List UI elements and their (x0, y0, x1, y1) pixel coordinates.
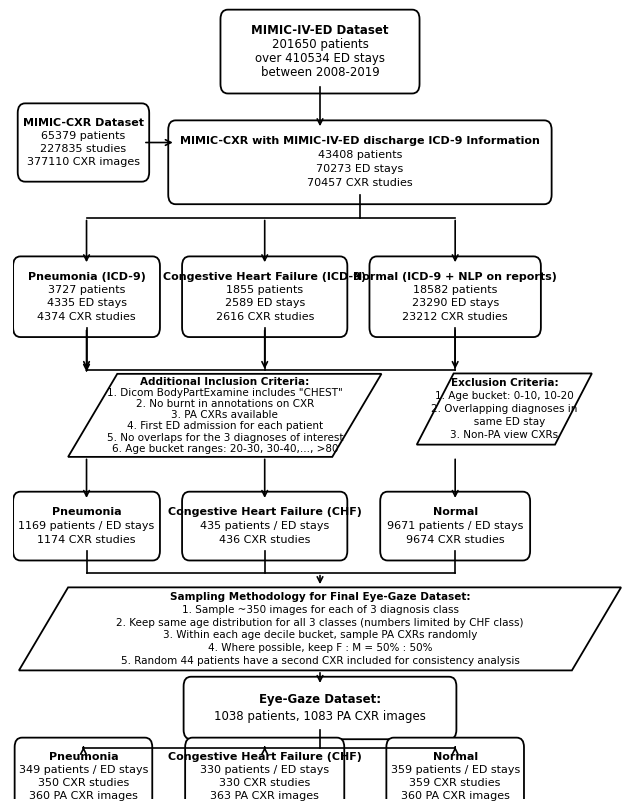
Text: MIMIC-CXR with MIMIC-IV-ED discharge ICD-9 Information: MIMIC-CXR with MIMIC-IV-ED discharge ICD… (180, 136, 540, 146)
Text: 360 PA CXR images: 360 PA CXR images (29, 791, 138, 801)
Text: 359 patients / ED stays: 359 patients / ED stays (390, 765, 520, 776)
Text: 70457 CXR studies: 70457 CXR studies (307, 178, 413, 189)
Text: 359 CXR studies: 359 CXR studies (410, 778, 501, 788)
Polygon shape (68, 374, 381, 457)
Text: Normal (ICD-9 + NLP on reports): Normal (ICD-9 + NLP on reports) (353, 272, 557, 282)
Text: Congestive Heart Failure (ICD-9): Congestive Heart Failure (ICD-9) (163, 272, 366, 282)
Text: Pneumonia (ICD-9): Pneumonia (ICD-9) (28, 272, 145, 282)
FancyBboxPatch shape (15, 738, 152, 807)
Text: Congestive Heart Failure (CHF): Congestive Heart Failure (CHF) (168, 508, 362, 517)
Text: 9671 patients / ED stays: 9671 patients / ED stays (387, 521, 524, 531)
FancyBboxPatch shape (13, 491, 160, 561)
Text: 2589 ED stays: 2589 ED stays (225, 299, 305, 308)
Text: 435 patients / ED stays: 435 patients / ED stays (200, 521, 330, 531)
Text: 1855 patients: 1855 patients (226, 285, 303, 295)
Text: between 2008-2019: between 2008-2019 (260, 66, 380, 79)
Text: Pneumonia: Pneumonia (49, 752, 118, 763)
Text: 9674 CXR studies: 9674 CXR studies (406, 535, 504, 545)
Text: 436 CXR studies: 436 CXR studies (219, 535, 310, 545)
Text: 4335 ED stays: 4335 ED stays (47, 299, 127, 308)
Text: 4. First ED admission for each patient: 4. First ED admission for each patient (127, 421, 323, 432)
Text: 5. No overlaps for the 3 diagnoses of interest: 5. No overlaps for the 3 diagnoses of in… (106, 433, 343, 442)
Text: 1. Sample ~350 images for each of 3 diagnosis class: 1. Sample ~350 images for each of 3 diag… (182, 604, 458, 615)
FancyBboxPatch shape (380, 491, 530, 561)
Text: 2. Keep same age distribution for all 3 classes (numbers limited by CHF class): 2. Keep same age distribution for all 3 … (116, 617, 524, 628)
Text: 360 PA CXR images: 360 PA CXR images (401, 791, 509, 801)
Text: 2616 CXR studies: 2616 CXR studies (216, 312, 314, 322)
Text: over 410534 ED stays: over 410534 ED stays (255, 52, 385, 65)
Text: 4374 CXR studies: 4374 CXR studies (37, 312, 136, 322)
FancyBboxPatch shape (168, 120, 552, 204)
Text: Eye-Gaze Dataset:: Eye-Gaze Dataset: (259, 693, 381, 706)
Text: 3. Within each age decile bucket, sample PA CXRs randomly: 3. Within each age decile bucket, sample… (163, 630, 477, 640)
Text: 349 patients / ED stays: 349 patients / ED stays (19, 765, 148, 776)
Text: 363 PA CXR images: 363 PA CXR images (211, 791, 319, 801)
Text: 2. Overlapping diagnoses in: 2. Overlapping diagnoses in (431, 404, 577, 414)
Text: 43408 patients: 43408 patients (317, 150, 402, 161)
Text: MIMIC-IV-ED Dataset: MIMIC-IV-ED Dataset (252, 24, 388, 37)
FancyBboxPatch shape (185, 738, 344, 807)
Text: Normal: Normal (433, 752, 477, 763)
Text: 1. Age bucket: 0-10, 10-20: 1. Age bucket: 0-10, 10-20 (435, 391, 573, 401)
FancyBboxPatch shape (18, 103, 149, 182)
Text: 201650 patients: 201650 patients (271, 38, 369, 51)
Text: Additional Inclusion Criteria:: Additional Inclusion Criteria: (140, 377, 309, 387)
Text: 70273 ED stays: 70273 ED stays (316, 165, 404, 174)
Text: 227835 studies: 227835 studies (40, 144, 127, 154)
Text: 23212 CXR studies: 23212 CXR studies (403, 312, 508, 322)
Text: Sampling Methodology for Final Eye-Gaze Dataset:: Sampling Methodology for Final Eye-Gaze … (170, 592, 470, 602)
Text: 5. Random 44 patients have a second CXR included for consistency analysis: 5. Random 44 patients have a second CXR … (120, 656, 520, 666)
Text: 1169 patients / ED stays: 1169 patients / ED stays (19, 521, 155, 531)
Text: 6. Age bucket ranges: 20-30, 30-40,..., >80: 6. Age bucket ranges: 20-30, 30-40,..., … (111, 444, 338, 454)
Text: 1174 CXR studies: 1174 CXR studies (37, 535, 136, 545)
Text: Normal: Normal (433, 508, 477, 517)
Text: 377110 CXR images: 377110 CXR images (27, 157, 140, 167)
Polygon shape (19, 587, 621, 671)
Text: 1. Dicom BodyPartExamine includes "CHEST": 1. Dicom BodyPartExamine includes "CHEST… (107, 388, 342, 398)
FancyBboxPatch shape (220, 10, 420, 94)
Text: 3727 patients: 3727 patients (48, 285, 125, 295)
Text: 2. No burnt in annotations on CXR: 2. No burnt in annotations on CXR (136, 399, 314, 409)
FancyBboxPatch shape (13, 257, 160, 337)
Text: 330 CXR studies: 330 CXR studies (219, 778, 310, 788)
Text: Pneumonia: Pneumonia (52, 508, 122, 517)
Text: same ED stay: same ED stay (464, 417, 545, 427)
Text: MIMIC-CXR Dataset: MIMIC-CXR Dataset (23, 118, 144, 128)
FancyBboxPatch shape (182, 257, 348, 337)
Text: 1038 patients, 1083 PA CXR images: 1038 patients, 1083 PA CXR images (214, 710, 426, 723)
Text: 4. Where possible, keep F : M = 50% : 50%: 4. Where possible, keep F : M = 50% : 50… (208, 643, 432, 653)
Text: 65379 patients: 65379 patients (42, 131, 125, 141)
FancyBboxPatch shape (182, 491, 348, 561)
Text: 350 CXR studies: 350 CXR studies (38, 778, 129, 788)
Text: 3. PA CXRs available: 3. PA CXRs available (172, 411, 278, 420)
Polygon shape (417, 374, 592, 445)
Text: 18582 patients: 18582 patients (413, 285, 497, 295)
Text: Congestive Heart Failure (CHF): Congestive Heart Failure (CHF) (168, 752, 362, 763)
Text: Exclusion Criteria:: Exclusion Criteria: (451, 378, 558, 388)
FancyBboxPatch shape (369, 257, 541, 337)
Text: 3. Non-PA view CXRs: 3. Non-PA view CXRs (451, 430, 558, 440)
Text: 23290 ED stays: 23290 ED stays (412, 299, 499, 308)
FancyBboxPatch shape (184, 677, 456, 739)
Text: 330 patients / ED stays: 330 patients / ED stays (200, 765, 329, 776)
FancyBboxPatch shape (387, 738, 524, 807)
